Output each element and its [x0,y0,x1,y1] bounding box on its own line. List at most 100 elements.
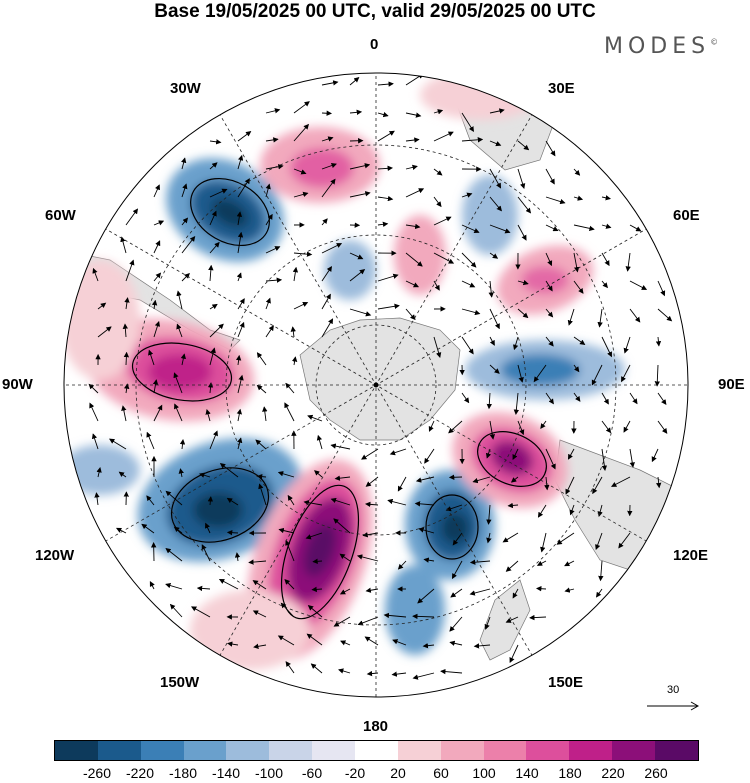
colorbar-swatch [440,741,484,760]
wind-vector [209,323,224,338]
wind-vector [226,497,239,506]
wind-vector [489,308,500,330]
reference-vector-arrow [647,701,700,711]
wind-vector [349,163,371,170]
wind-vector [153,404,163,422]
wind-vector [383,612,407,619]
wind-vector [205,409,211,422]
wind-vector [153,220,165,226]
wind-vector [657,308,673,322]
wind-vector [445,504,463,512]
wind-vector [277,471,295,478]
wind-vector [284,579,295,590]
wind-vector [489,196,502,212]
wind-vector [339,588,351,595]
wind-vector [207,496,214,506]
wind-vector [545,168,555,185]
wind-vector [377,221,389,227]
polar-map [63,72,689,698]
colorbar-tick: -20 [344,765,366,781]
wind-vector [293,191,309,198]
wind-vector [389,448,407,456]
wind-vector [151,299,158,310]
wind-vector [265,213,273,226]
wind-vector [236,408,242,422]
wind-vector [278,527,295,534]
wind-vector [265,277,283,283]
wind-vector [611,476,631,487]
wind-vector [280,602,295,618]
wind-vector [629,448,635,468]
wind-vector [293,168,307,175]
wind-vector [449,640,463,646]
wind-vector [173,372,183,394]
wind-vector [424,448,435,464]
wind-vector [545,196,566,205]
wind-vector [305,532,323,540]
wind-vector [505,560,519,572]
wind-vector [517,279,529,286]
wind-vector [365,587,379,593]
reference-vector-label: 30 [667,684,680,696]
wind-vector [513,392,520,415]
wind-vector [597,308,603,328]
wind-vector [209,139,222,145]
wind-vector [517,168,526,189]
wind-vector [655,336,662,347]
wind-vector [312,558,323,565]
wind-vector [94,492,100,506]
wind-vector [461,137,484,143]
wind-vector [349,77,360,86]
wind-vector [489,420,495,440]
wind-vector [118,471,127,478]
wind-vector [545,140,556,157]
wind-vector [209,303,218,310]
wind-vector [405,308,416,321]
wind-vector [181,217,189,226]
wind-vector [253,643,267,649]
wind-vector [517,364,524,383]
lon-label-30w: 30W [170,80,201,97]
colorbar-tick: -260 [82,765,112,781]
wind-vector [412,672,435,680]
wind-vector [545,224,559,232]
wind-vector [366,670,379,677]
wind-vector [573,336,586,346]
wind-vector [591,364,603,386]
wind-vector [595,532,603,551]
wind-vector [176,290,183,310]
wind-vector [153,272,162,282]
lon-label-60e: 60E [673,207,700,224]
wind-vector [405,188,425,198]
wind-vector [573,364,580,373]
wind-vector [334,475,351,481]
wind-vector [433,109,444,115]
wind-vector [598,560,604,582]
wind-vector [505,616,519,623]
wind-vector [196,585,211,592]
wind-vector [181,157,187,170]
wind-vector [256,384,267,394]
wind-vector [651,448,659,463]
wind-vector [601,280,608,289]
wind-vector [629,224,642,232]
wind-vector [339,553,351,562]
wind-vector [536,586,547,592]
brand-logo: MODES© [604,34,719,59]
wind-vector [209,241,220,254]
wind-vector [362,532,379,538]
wind-vector [448,420,463,434]
wind-vector [545,392,554,405]
wind-vector [484,616,491,630]
wind-vector [529,614,547,621]
wind-vector [303,500,323,506]
wind-vector [461,252,477,268]
wind-vector [91,433,99,450]
wind-vector [120,236,127,254]
wind-vector [452,532,463,546]
wind-vector [545,308,554,318]
wind-vector [573,252,580,273]
wind-vector [601,195,611,201]
wind-vector [252,610,267,618]
colorbar-swatch [569,741,613,760]
